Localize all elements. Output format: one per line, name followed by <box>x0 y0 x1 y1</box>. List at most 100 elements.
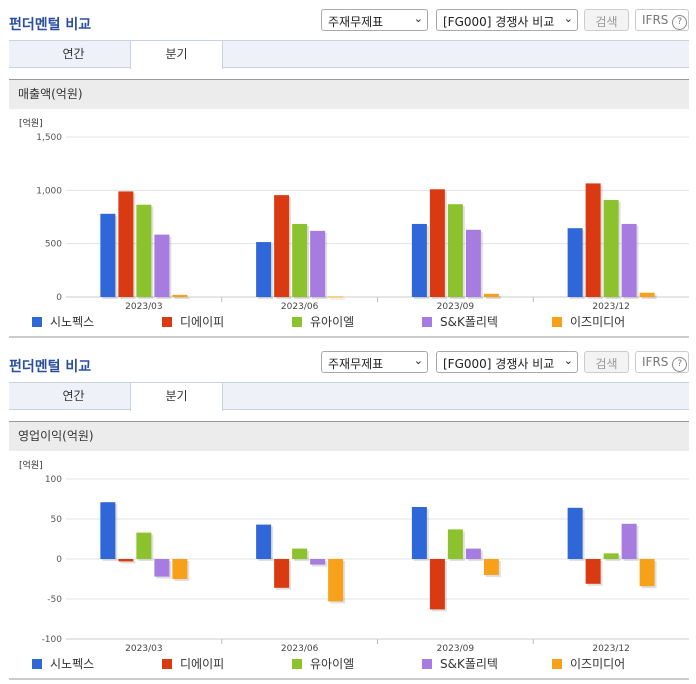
legend-swatch <box>422 317 432 327</box>
legend-swatch <box>422 659 432 669</box>
bar <box>585 559 601 584</box>
period-tabs: 연간 분기 <box>9 382 689 411</box>
bar <box>292 548 308 559</box>
statement-type-select[interactable]: 주재무제표 ⌄ <box>321 9 428 31</box>
divider <box>9 336 689 338</box>
bar <box>429 559 445 610</box>
bar <box>411 223 427 297</box>
bar <box>603 199 619 297</box>
bar <box>328 296 344 298</box>
x-tick-label: 2023/12 <box>592 302 629 312</box>
ifrs-button[interactable]: IFRS ? <box>635 351 689 373</box>
legend-item[interactable]: 디에이피 <box>162 313 224 330</box>
bar <box>154 559 170 577</box>
legend-swatch <box>32 317 42 327</box>
y-tick-label: 100 <box>45 475 62 485</box>
legend-label: 시노펙스 <box>50 657 95 671</box>
legend-swatch <box>552 659 562 669</box>
x-tick-label: 2023/03 <box>125 302 162 312</box>
legend-swatch <box>32 659 42 669</box>
legend-item[interactable]: 디에이피 <box>162 655 224 672</box>
legend-swatch <box>292 317 302 327</box>
bar <box>483 293 499 297</box>
chart-legend: 시노펙스 디에이피 유아이엘 S&K폴리텍 이즈미디어 <box>9 655 689 671</box>
bar-shadow <box>485 295 501 299</box>
legend-item[interactable]: S&K폴리텍 <box>422 313 498 330</box>
search-button[interactable]: 검색 <box>584 351 629 373</box>
legend-item[interactable]: 시노펙스 <box>32 655 94 672</box>
x-tick-label: 2023/06 <box>281 644 319 654</box>
divider <box>9 678 689 680</box>
legend-item[interactable]: 이즈미디어 <box>552 313 625 330</box>
legend-label: 시노펙스 <box>50 315 95 329</box>
revenue-bar-chart: [억원] 0 500 1,000 1,500 2023/03 2023/06 2023/09 2… <box>19 117 689 312</box>
y-unit-label: [억원] <box>19 459 43 471</box>
panel-title: 펀더멘털 비교 <box>9 359 92 375</box>
bar <box>603 553 619 559</box>
legend-swatch <box>292 659 302 669</box>
bar <box>274 559 290 588</box>
bar <box>639 559 655 587</box>
bar <box>585 183 601 297</box>
statement-type-select[interactable]: 주재무제표 ⌄ <box>321 351 428 373</box>
x-tick-label: 2023/06 <box>281 302 319 312</box>
tab-annual[interactable]: 연간 <box>62 47 85 61</box>
tab-quarterly[interactable]: 분기 <box>130 41 223 69</box>
bar <box>292 223 308 297</box>
legend-item[interactable]: S&K폴리텍 <box>422 655 498 672</box>
chevron-down-icon: ⌄ <box>413 12 423 25</box>
ifrs-button[interactable]: IFRS ? <box>635 9 689 31</box>
bar <box>136 204 152 297</box>
tab-annual[interactable]: 연간 <box>62 389 85 403</box>
x-tick-label: 2023/09 <box>437 644 475 654</box>
bar <box>465 548 481 559</box>
tab-quarterly[interactable]: 분기 <box>130 383 223 411</box>
chart-legend: 시노펙스 디에이피 유아이엘 S&K폴리텍 이즈미디어 <box>9 313 689 329</box>
bar <box>447 204 463 297</box>
bar <box>136 532 152 559</box>
legend-swatch <box>162 659 172 669</box>
legend-label: 디에이피 <box>180 657 225 671</box>
legend-item[interactable]: 유아이엘 <box>292 313 354 330</box>
chevron-down-icon: ⌄ <box>413 354 423 367</box>
bar <box>447 529 463 559</box>
bar <box>621 523 637 559</box>
statement-type-value: 주재무제표 <box>328 15 384 29</box>
help-icon: ? <box>672 357 688 372</box>
help-icon: ? <box>672 15 688 30</box>
section-title: 매출액(억원) <box>9 79 689 109</box>
x-tick-label: 2023/03 <box>125 644 162 654</box>
bar <box>411 507 427 559</box>
bar <box>483 559 499 575</box>
legend-label: S&K폴리텍 <box>440 657 498 671</box>
bar <box>429 189 445 297</box>
bar <box>465 229 481 297</box>
bar <box>256 242 272 297</box>
bar <box>567 228 583 297</box>
legend-label: 이즈미디어 <box>570 315 626 329</box>
x-tick-label: 2023/12 <box>592 644 629 654</box>
legend-swatch <box>162 317 172 327</box>
bar <box>100 213 116 297</box>
bar <box>118 191 134 297</box>
y-tick-label: 50 <box>51 515 63 525</box>
y-tick-label: -100 <box>42 635 63 645</box>
legend-item[interactable]: 시노펙스 <box>32 313 94 330</box>
ifrs-label: IFRS <box>642 355 669 369</box>
legend-swatch <box>552 317 562 327</box>
competitor-group-value: [FG000] 경쟁사 비교 <box>443 357 555 371</box>
bar <box>621 223 637 297</box>
search-button[interactable]: 검색 <box>584 9 629 31</box>
legend-item[interactable]: 유아이엘 <box>292 655 354 672</box>
bar-shadow <box>330 298 346 300</box>
bar <box>118 559 134 562</box>
legend-item[interactable]: 이즈미디어 <box>552 655 625 672</box>
competitor-group-select[interactable]: [FG000] 경쟁사 비교 ⌄ <box>436 351 578 373</box>
operating-income-bar-chart: [억원] -100 -50 0 50 100 2023/03 2023/06 2023/09 20… <box>19 459 689 654</box>
bar-shadow <box>120 561 136 564</box>
chevron-down-icon: ⌄ <box>563 354 573 367</box>
bar <box>154 234 170 297</box>
bar-shadow <box>174 296 190 299</box>
competitor-group-select[interactable]: [FG000] 경쟁사 비교 ⌄ <box>436 9 578 31</box>
bar <box>310 559 326 565</box>
